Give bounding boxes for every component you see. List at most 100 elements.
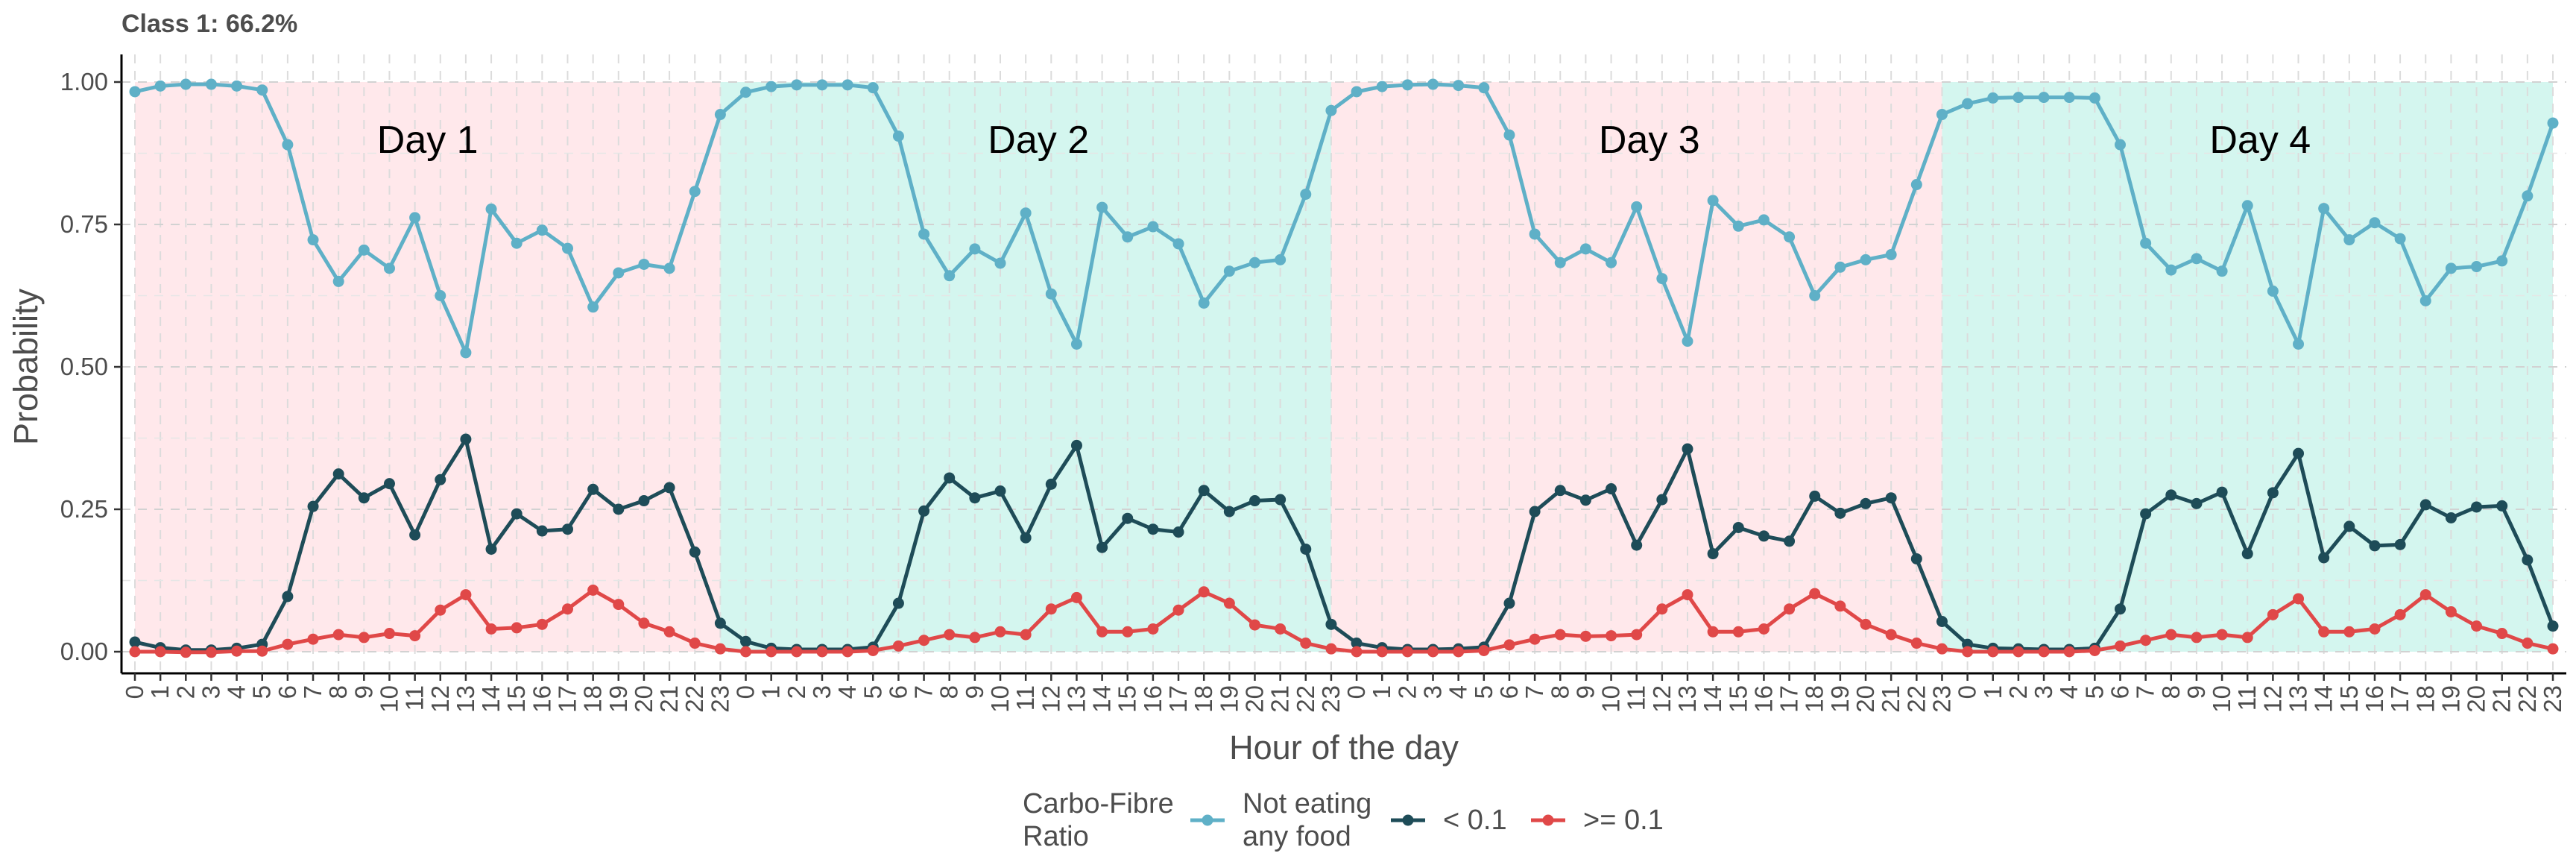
data-point — [1070, 591, 1082, 603]
data-point — [1223, 265, 1235, 277]
data-point — [1453, 646, 1465, 658]
data-point — [944, 629, 956, 641]
data-point — [689, 638, 701, 649]
data-point — [587, 483, 599, 495]
data-point — [536, 224, 548, 236]
x-tick-label: 16 — [2361, 685, 2388, 713]
x-tick-label: 5 — [1470, 685, 1497, 699]
data-point — [2140, 237, 2152, 249]
x-tick-label: 21 — [2488, 685, 2516, 713]
x-tick-label: 22 — [2513, 685, 2541, 713]
data-point — [2394, 608, 2406, 620]
data-point — [2343, 234, 2355, 246]
data-point — [511, 622, 523, 634]
data-point — [791, 79, 803, 91]
data-point — [1275, 254, 1287, 265]
data-point — [231, 80, 243, 92]
data-point — [2165, 629, 2177, 641]
y-tick-label: 0.50 — [60, 353, 108, 380]
y-tick-label: 0.75 — [60, 210, 108, 238]
data-point — [1248, 495, 1260, 507]
day-labels: Day 1 Day 2 Day 3 Day 4 — [377, 119, 2311, 162]
data-point — [1529, 228, 1541, 240]
data-point — [511, 237, 523, 249]
data-point — [689, 546, 701, 558]
day-band-1 — [135, 82, 721, 652]
data-point — [714, 617, 726, 629]
data-point — [2547, 117, 2559, 129]
x-tick-label: 19 — [604, 685, 632, 713]
data-point — [307, 500, 319, 512]
x-tick-label: 11 — [1623, 685, 1650, 711]
data-point — [332, 275, 344, 287]
x-tick-label: 17 — [2386, 685, 2414, 713]
data-point — [460, 589, 472, 601]
x-tick-label: 12 — [2258, 685, 2286, 713]
x-tick-label: 8 — [935, 685, 963, 699]
data-point — [435, 604, 446, 616]
x-tick-label: 3 — [2030, 685, 2057, 699]
data-point — [256, 84, 268, 96]
data-point — [842, 646, 853, 658]
data-point — [2419, 295, 2431, 306]
data-point — [511, 508, 523, 520]
data-point — [638, 258, 650, 270]
data-point — [1223, 597, 1235, 609]
data-point — [2496, 255, 2508, 267]
data-point — [1606, 257, 1617, 268]
data-point — [1936, 643, 1948, 655]
x-tick-label: 8 — [324, 685, 352, 699]
data-point — [2191, 253, 2203, 265]
x-tick-label: 6 — [884, 685, 912, 699]
data-point — [1758, 530, 1770, 542]
data-point — [1147, 221, 1159, 233]
x-tick-label: 6 — [2106, 685, 2133, 699]
x-tick-label: 21 — [1266, 685, 1294, 713]
x-tick-label: 18 — [1190, 685, 1217, 713]
x-tick-label: 4 — [833, 685, 861, 699]
data-point — [1784, 603, 1796, 615]
x-tick-label: 20 — [1240, 685, 1268, 713]
data-point — [765, 81, 777, 92]
data-point — [409, 529, 421, 541]
series-2 — [129, 433, 2559, 656]
data-point — [2496, 628, 2508, 640]
x-tick-label: 11 — [401, 685, 429, 711]
x-tick-label: 13 — [452, 685, 479, 713]
data-point — [2241, 632, 2253, 644]
data-point — [2038, 646, 2050, 658]
data-point — [892, 130, 904, 142]
x-tick-label: 10 — [375, 685, 402, 713]
data-point — [944, 472, 956, 484]
data-point — [256, 645, 268, 657]
data-point — [1503, 129, 1515, 141]
x-tick-label: 11 — [2233, 685, 2261, 711]
x-tick-label: 2 — [171, 685, 199, 699]
data-point — [2165, 264, 2177, 276]
data-point — [1529, 633, 1541, 645]
data-point — [1020, 629, 1032, 641]
data-point — [1351, 638, 1363, 649]
x-tick-label: 7 — [910, 685, 938, 699]
data-point — [2191, 497, 2203, 509]
x-tick-label: 1 — [1368, 685, 1395, 699]
data-point — [2216, 629, 2228, 641]
data-point — [1503, 639, 1515, 651]
x-tick-label: 20 — [630, 685, 657, 713]
data-point — [1784, 231, 1796, 243]
x-axis-title: Hour of the day — [1229, 729, 1459, 767]
data-point — [816, 646, 828, 658]
data-point — [663, 262, 675, 274]
data-point — [485, 623, 497, 635]
x-tick-label: 22 — [1292, 685, 1319, 713]
data-point — [1172, 238, 1184, 250]
data-point — [1045, 478, 1057, 490]
data-point — [1682, 589, 1693, 601]
data-point — [2293, 447, 2305, 459]
data-point — [1529, 506, 1541, 517]
data-point — [1579, 494, 1591, 506]
data-point — [358, 492, 370, 504]
x-tick-label: 22 — [681, 685, 708, 713]
data-point — [1554, 629, 1566, 641]
x-tick-label: 3 — [808, 685, 836, 699]
